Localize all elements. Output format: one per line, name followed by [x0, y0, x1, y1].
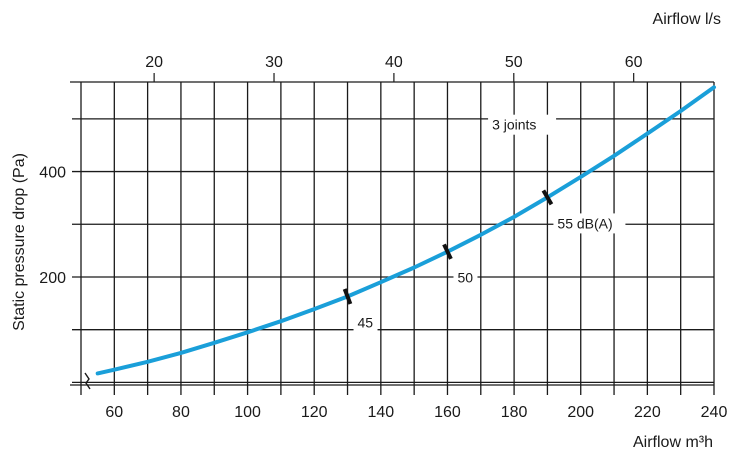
top-tick-label: 60: [625, 54, 643, 71]
db-marker: [442, 243, 453, 260]
x-tick-label: 60: [105, 404, 123, 421]
x-tick-label: 240: [701, 404, 728, 421]
marker-label: 50: [457, 270, 473, 286]
x-tick-label: 140: [367, 404, 394, 421]
db-marker: [541, 189, 554, 206]
marker-label-bg: [553, 213, 626, 234]
axis-break-mark: [84, 372, 91, 390]
y-axis-title: Static pressure drop (Pa): [11, 153, 28, 331]
x-tick-label: 180: [501, 404, 528, 421]
marker-label-bg: [353, 312, 378, 333]
top-tick-label: 40: [385, 54, 403, 71]
x-tick-label: 220: [634, 404, 661, 421]
x-axis-title: Airflow m³h: [633, 434, 713, 450]
top-axis-title: Airflow l/s: [653, 11, 721, 28]
x-tick-label: 80: [172, 404, 190, 421]
x-tick-label: 160: [434, 404, 461, 421]
marker-label: 45: [358, 314, 374, 330]
y-axis-ticks: 200 400: [39, 165, 66, 287]
y-tick-label: 200: [39, 270, 66, 287]
annotation-label: 3 joints: [492, 117, 536, 133]
grid: [72, 82, 715, 395]
series-line: [95, 85, 716, 376]
markers: 45 50 55 dB(A): [342, 189, 626, 333]
db-marker: [342, 288, 353, 305]
y-tick-label: 400: [39, 165, 66, 182]
marker-label: 55 dB(A): [557, 215, 612, 231]
annotations: 3 joints: [488, 114, 557, 135]
top-tick-label: 30: [265, 54, 283, 71]
top-tick-label: 50: [505, 54, 523, 71]
axes: [70, 81, 714, 386]
x-tick-label: 100: [234, 404, 261, 421]
annotation-bg: [488, 114, 557, 135]
marker-label-bg: [453, 267, 478, 288]
top-tick-label: 20: [145, 54, 163, 71]
x-tick-label: 200: [567, 404, 594, 421]
series: [95, 85, 716, 376]
x-axis-ticks: 60 80 100 120 140 160 180 200 220 240: [105, 404, 727, 421]
x-tick-label: 120: [301, 404, 328, 421]
top-axis-ticks: 20 30 40 50 60: [145, 54, 643, 82]
